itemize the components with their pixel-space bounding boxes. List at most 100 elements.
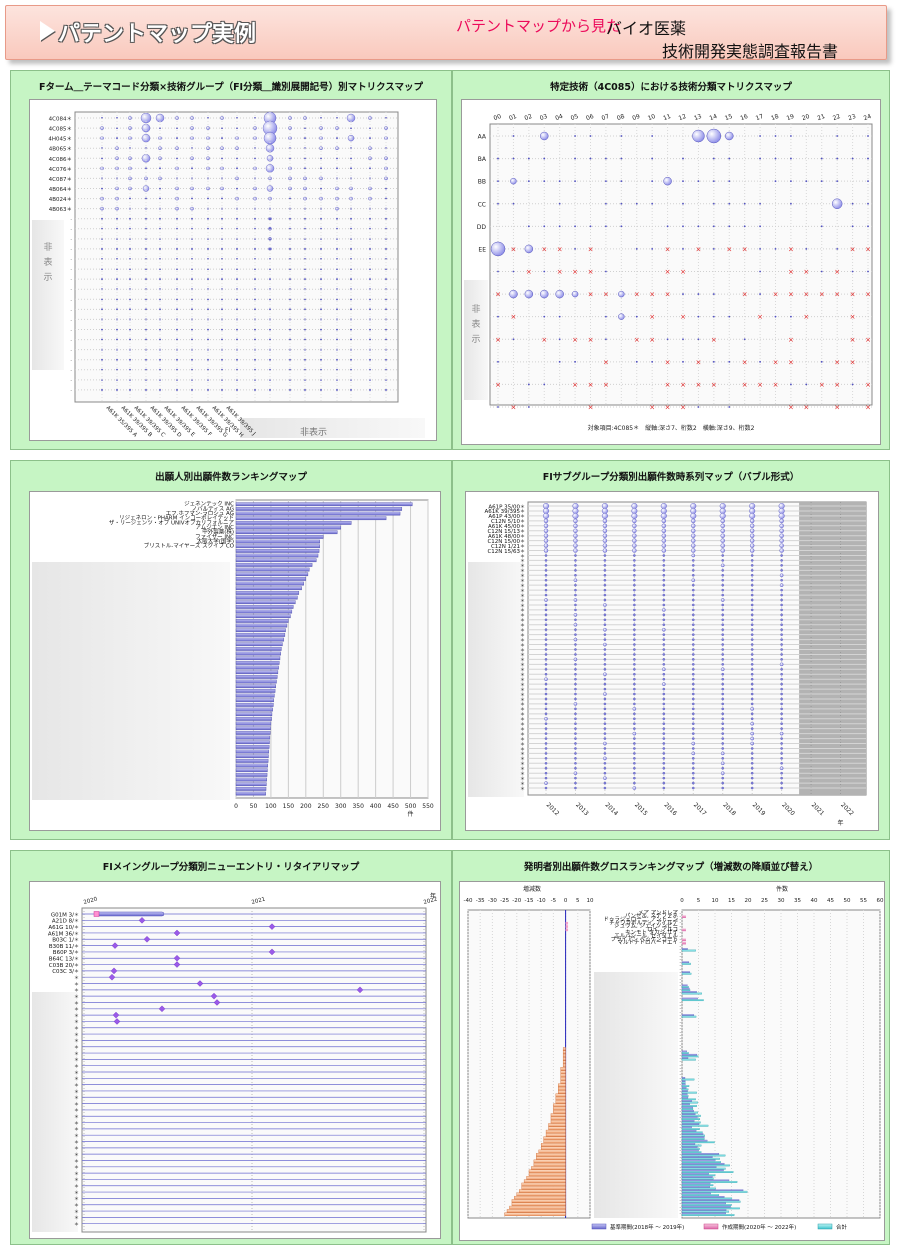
retired-mark: × [510,245,516,253]
bubble-point [749,518,755,524]
y-tick-mark: - [680,1013,682,1018]
y-tick-mark: ＊ [520,781,525,787]
bubble-point [603,559,607,562]
dot-point [666,225,669,228]
bubble-point [780,653,783,656]
y-tick-mark: - [680,1118,682,1123]
dot-point [497,406,499,408]
retired-mark: × [865,245,871,253]
bubble-point [632,538,637,543]
y-tick-mark: - [680,1066,682,1071]
bubble-point [633,766,636,770]
bubble-point [691,638,695,641]
retired-mark: × [680,381,686,389]
applicant-label: ファイザー INC [195,533,234,540]
y-tick-mark: - [680,927,682,932]
page-title: パテントマップ実例 [58,22,257,47]
dot-point [851,270,854,273]
bubble-point [721,712,725,716]
right-tick-label: 20 [745,898,752,904]
dot-point [728,225,731,228]
bubble-point [721,628,725,632]
y-tick-mark: - [680,973,682,978]
inventor-label: シュウム, ジェイソンビー [614,922,678,930]
bubble-point [369,167,372,170]
x-tick-label: 300 [335,803,347,810]
decrease-bar [553,1103,566,1107]
ranking-bar [235,586,302,591]
bubble-point [235,247,238,250]
entry-diamond [110,967,118,975]
inventor-label: キンモト タカシ サイ [625,928,678,936]
y-tick-mark: - [680,990,682,995]
bubble-point [544,752,548,755]
dot-point [651,248,654,250]
bubble-point [574,608,577,612]
bubble-point [721,766,725,770]
bubble-point [750,702,754,706]
bubble-point [544,598,548,602]
ranking-bar [235,605,294,609]
bubble-point [721,593,725,597]
total-bar [681,1078,695,1081]
y-tick-mark: - [680,983,682,988]
bubble-point [662,717,666,721]
total-bar [681,1052,689,1054]
bubble-point [524,289,534,299]
bubble-point [144,247,147,250]
dot-point [867,270,869,273]
bubble-point [603,588,607,592]
retired-mark: × [788,336,794,344]
bubble-point [750,747,754,750]
bubble-point [691,648,695,651]
bubble-point [304,308,307,311]
bubble-point [350,358,353,361]
ranking-bar [235,614,291,619]
bubble-point [573,598,578,602]
y-tick-mark: - [71,237,73,242]
bubble-point [543,538,549,543]
bubble-point [544,687,548,691]
bubble-point [603,717,607,721]
dot-point [497,270,499,273]
baseline-period-bar [681,1176,713,1178]
bubble-point [633,648,636,651]
y-tick-label: A61G 10/ [48,925,74,931]
bubble-point [100,126,104,130]
dot-point [820,270,823,273]
bubble-point [128,278,131,281]
bubble-point [750,559,754,562]
retired-mark: × [649,291,655,299]
bubble-point [721,608,725,612]
y-tick-mark: ＊ [520,534,525,540]
bubble-point [544,766,548,770]
x-axis-title: 件 [408,810,414,818]
dot-point [512,338,515,341]
ranking-bar [235,539,320,544]
y-tick-mark: ＊ [520,633,525,639]
dot-point [682,338,684,341]
total-bar [681,1151,702,1154]
bubble-point [691,687,695,691]
y-tick-label: 4C076＊ [49,166,72,173]
right-tick-label: 5 [697,898,701,904]
y-tick-mark: ＊ [74,1178,79,1184]
entry-diamond [108,973,116,981]
bubble-point [721,737,725,740]
y-tick-mark: - [680,1135,682,1140]
chart-area: 2012 2013 2014 2015 2016 2017 2018 2019 2020 2021… [465,491,879,831]
x-tick-label: 400 [370,803,382,810]
dot-point [682,225,684,228]
retired-mark: × [495,336,501,344]
bubble-point [385,308,388,311]
bubble-point [190,278,193,281]
bubble-point [750,736,754,741]
bubble-point [544,559,548,562]
bubble-point [574,653,577,656]
bubble-point [128,126,132,130]
bubble-point [369,308,372,311]
dot-point [697,293,700,295]
bubble-point [574,786,577,790]
bubble-point [692,129,705,143]
dot-point [774,248,777,250]
